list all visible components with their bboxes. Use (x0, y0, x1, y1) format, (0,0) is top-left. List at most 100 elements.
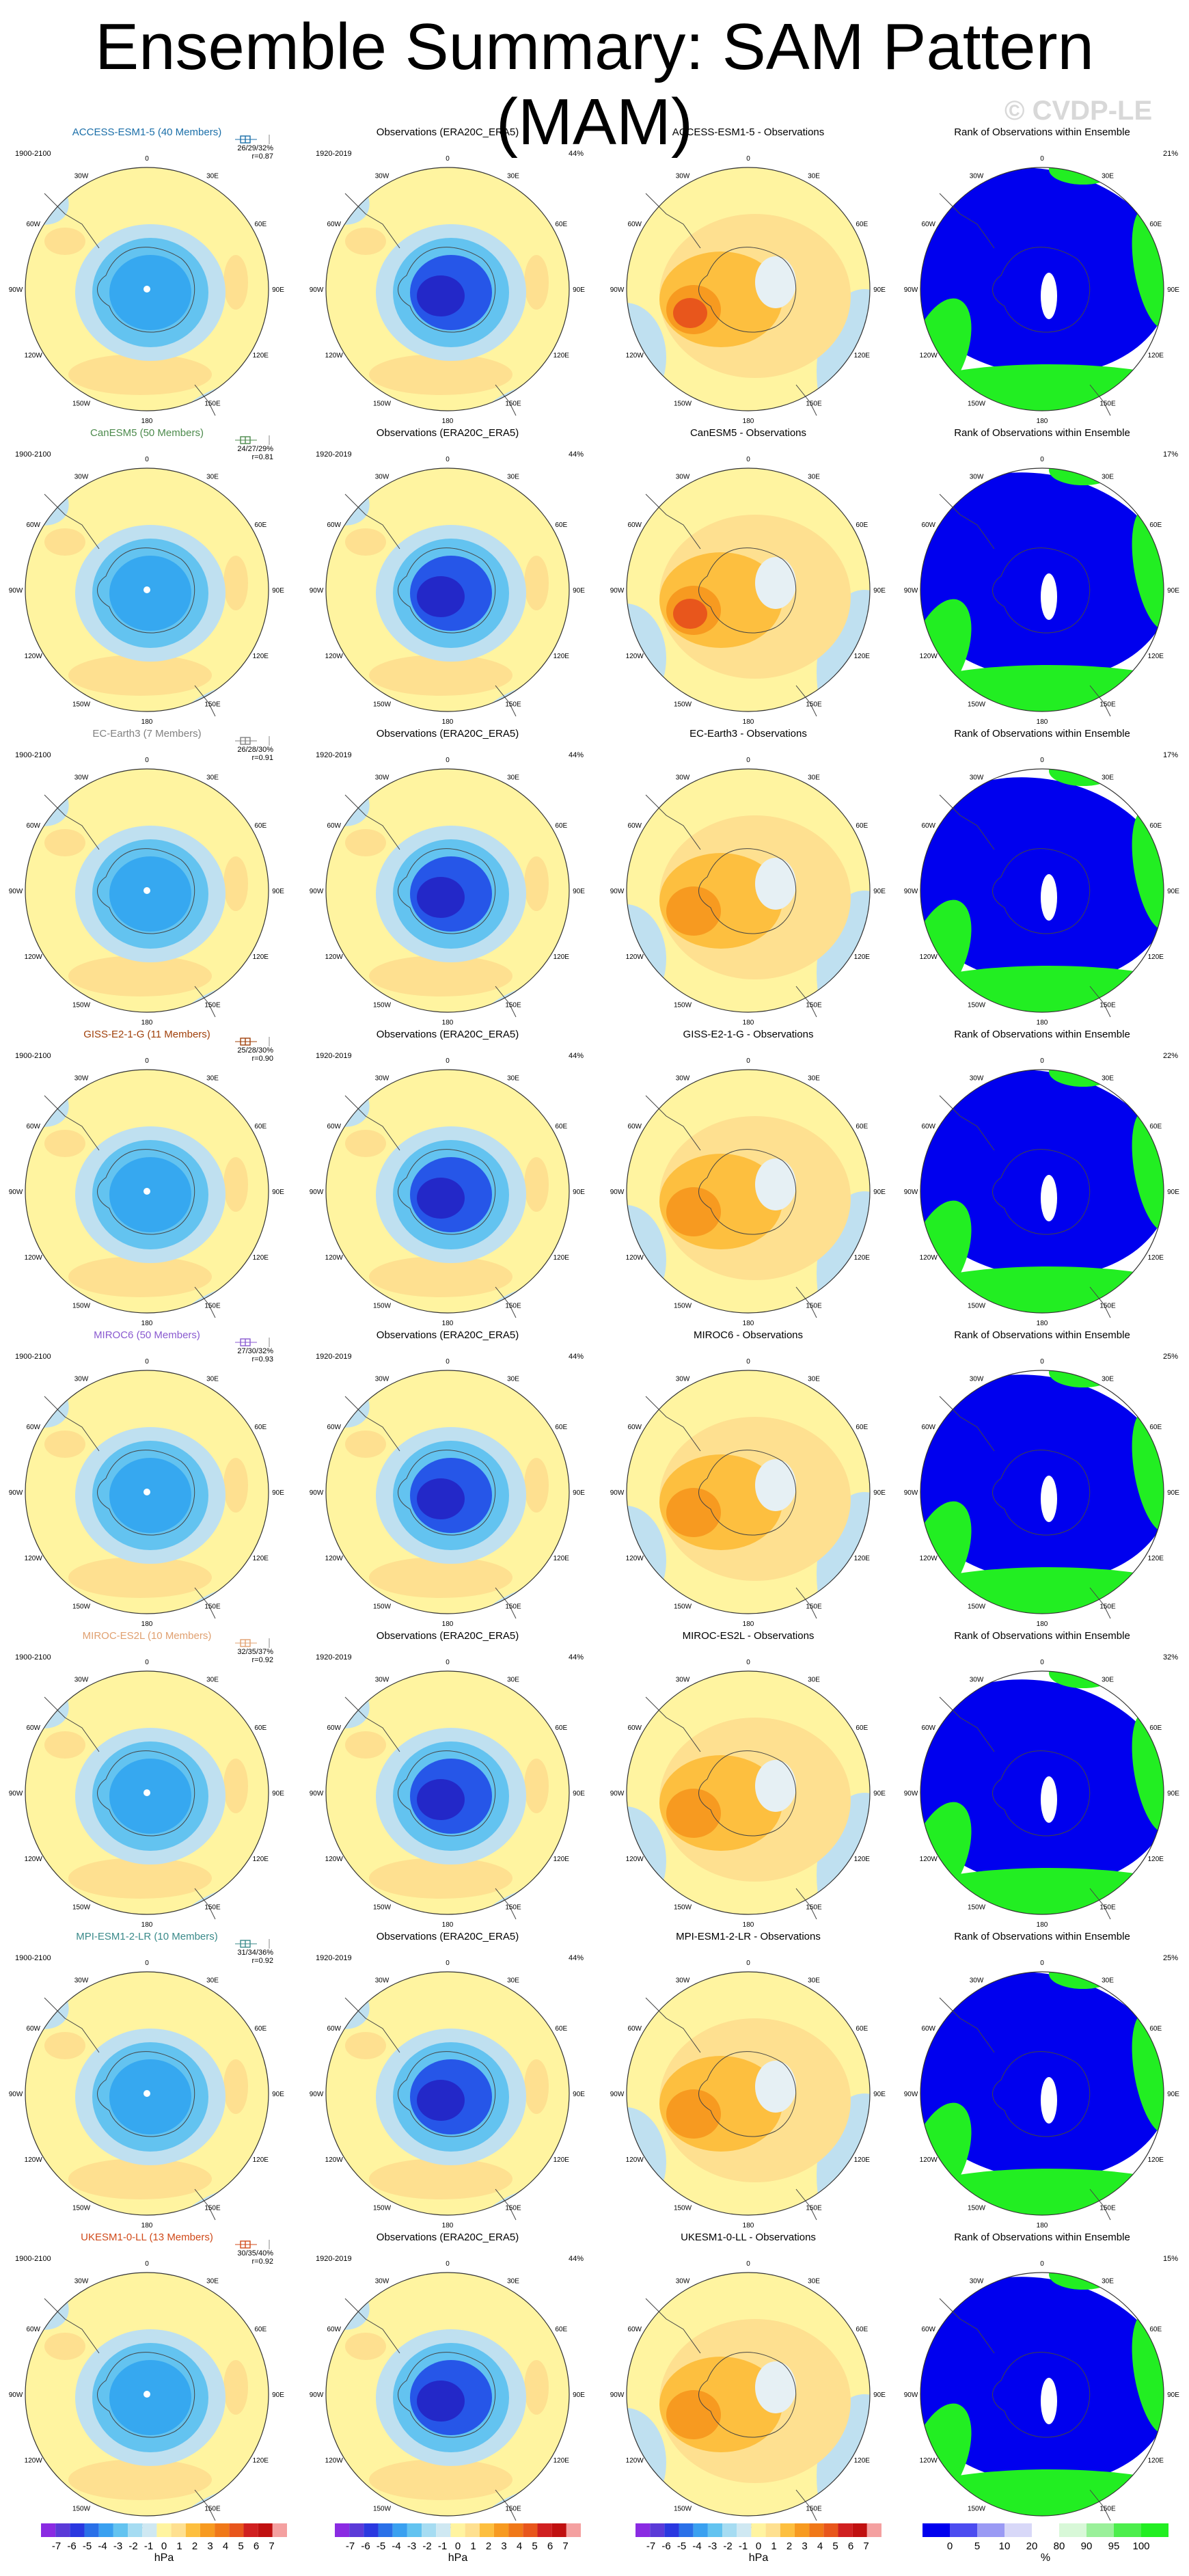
lon-label: 90E (1167, 286, 1179, 294)
ice-sheet (755, 557, 796, 609)
lon-label: 0 (746, 757, 750, 764)
lon-label: 120W (920, 2457, 938, 2465)
coastline-south-america (939, 1396, 995, 1452)
colorbar-tick-label: 90 (1081, 2540, 1093, 2552)
panel-title: Rank of Observations within Ensemble (954, 1329, 1130, 1341)
lon-label: 30E (507, 774, 519, 782)
positive-anomaly (44, 1431, 85, 1458)
colorbar-swatch (679, 2523, 694, 2537)
coastline-south-america (939, 1095, 995, 1151)
colorbar-tick-label: 3 (802, 2540, 807, 2552)
coastline-new-zealand (1089, 1888, 1111, 1920)
colorbar-tick-label: -2 (422, 2540, 431, 2552)
map-border (325, 2272, 570, 2517)
page-title: Ensemble Summary: SAM Pattern (MAM) (95, 10, 1094, 159)
negative-anomaly (109, 1458, 191, 1533)
coastline-south-america (344, 1997, 400, 2053)
lon-label: 90W (9, 1489, 23, 1497)
lon-label: 120E (854, 1555, 871, 1562)
pole-marker (144, 2391, 150, 2398)
lon-label: 90E (873, 286, 886, 294)
map-field (326, 1972, 569, 2215)
colorbar-tick-label: 5 (238, 2540, 243, 2552)
rank-high-region (920, 1266, 1164, 1313)
lon-label: 120E (253, 2156, 269, 2164)
colorbar-swatch (378, 2523, 393, 2537)
coastline-south-america (344, 493, 400, 550)
panel-obs: Observations (ERA20C_ERA5) 1920-2019 44% 0 3… (301, 2232, 594, 2532)
positive-anomaly (68, 2459, 212, 2500)
panel-title: Observations (ERA20C_ERA5) (376, 728, 519, 740)
period-label: 1920-2019 (316, 1052, 352, 1060)
coastline-south-america (645, 1396, 701, 1452)
ice-sheet (755, 1158, 796, 1210)
colorbar-tick-label: 95 (1108, 2540, 1120, 2552)
lon-label: 120E (554, 653, 570, 660)
panel-model: MPI-ESM1-2-LR (10 Members) 1900-2100 31/34… (0, 1931, 294, 2232)
positive-anomaly (524, 2059, 549, 2114)
member-boxplot (235, 135, 270, 144)
variance-explained: 24/27/29% (237, 445, 273, 453)
colorbar-rank: 0 5 10 20 80 90 95 100% (922, 2522, 1168, 2570)
coastline-south-america (44, 1696, 100, 1752)
lon-label: 30E (507, 1677, 519, 1684)
variance-explained: 44% (568, 1052, 584, 1060)
lon-label: 150E (505, 1603, 521, 1610)
lon-label: 180 (743, 418, 754, 425)
colorbar-swatch (479, 2523, 494, 2537)
positive-anomaly (369, 354, 512, 395)
colorbar-swatch (1004, 2523, 1032, 2537)
lon-label: 150W (72, 2204, 91, 2212)
colorbar-swatch (765, 2523, 780, 2537)
coastline-south-america (939, 794, 995, 850)
colorbar-swatch (171, 2523, 186, 2537)
positive-anomaly (68, 955, 212, 996)
variance-explained: 27/30/32% (237, 1347, 273, 1355)
panel-title: Observations (ERA20C_ERA5) (376, 1329, 519, 1341)
ice-sheet (755, 1459, 796, 1511)
lon-label: 0 (145, 1358, 149, 1366)
polar-map-rank: 0 30E 60E 90E 120E 150E 180 150W 120W 90W 60W 30W (904, 456, 1180, 726)
lon-label: 120W (626, 1555, 644, 1562)
colorbar-swatch (1141, 2523, 1168, 2537)
panel-title: Observations (ERA20C_ERA5) (376, 2232, 519, 2243)
coastline-new-zealand (795, 2188, 817, 2221)
coastline-south-america (645, 1997, 701, 2053)
positive-anomaly (345, 1130, 386, 1157)
coastline-antarctica (97, 247, 195, 333)
colorbar-model-svg: -7 -6 -5 -4 -3 -2 -1 0 1 2 3 4 5 6 7 (41, 2523, 287, 2552)
coastline-new-zealand (495, 384, 517, 416)
period-label: 1920-2019 (316, 1653, 352, 1662)
lon-label: 150W (968, 2204, 986, 2212)
rank-percent: 32% (1162, 1653, 1178, 1662)
coastline-south-america (344, 794, 400, 850)
panel-rank: Rank of Observations within Ensemble 15% 0… (895, 2232, 1189, 2532)
lon-label: 180 (1037, 1019, 1048, 1027)
coastline-antarctica (97, 547, 195, 634)
coastline-antarctica (992, 1149, 1091, 1235)
lon-label: 30E (1102, 1977, 1114, 1985)
lon-label: 30W (676, 2278, 690, 2286)
lon-label: 180 (141, 418, 153, 425)
coastline-south-america (44, 1095, 100, 1151)
map-border (325, 167, 570, 411)
colorbar-swatch (866, 2523, 882, 2537)
pattern-correlation: r=0.92 (251, 1656, 274, 1664)
lon-label: 0 (746, 155, 750, 163)
lon-label: 90E (1167, 1790, 1179, 1798)
negative-anomaly (109, 1157, 191, 1232)
lon-label: 150E (806, 2204, 822, 2212)
rank-high-region (920, 665, 1164, 711)
map-field (25, 2273, 269, 2516)
lon-label: 150W (373, 1603, 392, 1610)
positive-anomaly (369, 2459, 512, 2500)
colorbar-model-unit: hPa (154, 2552, 174, 2564)
panel-title: Observations (ERA20C_ERA5) (376, 1931, 519, 1942)
lon-label: 120W (920, 1555, 938, 1562)
colorbar-swatch (1086, 2523, 1114, 2537)
lon-label: 30E (808, 173, 820, 180)
lon-label: 30W (970, 1376, 984, 1383)
polar-map-diff: 0 30E 60E 90E 120E 150E 180 150W 120W 90W 60W 30W (610, 757, 886, 1027)
